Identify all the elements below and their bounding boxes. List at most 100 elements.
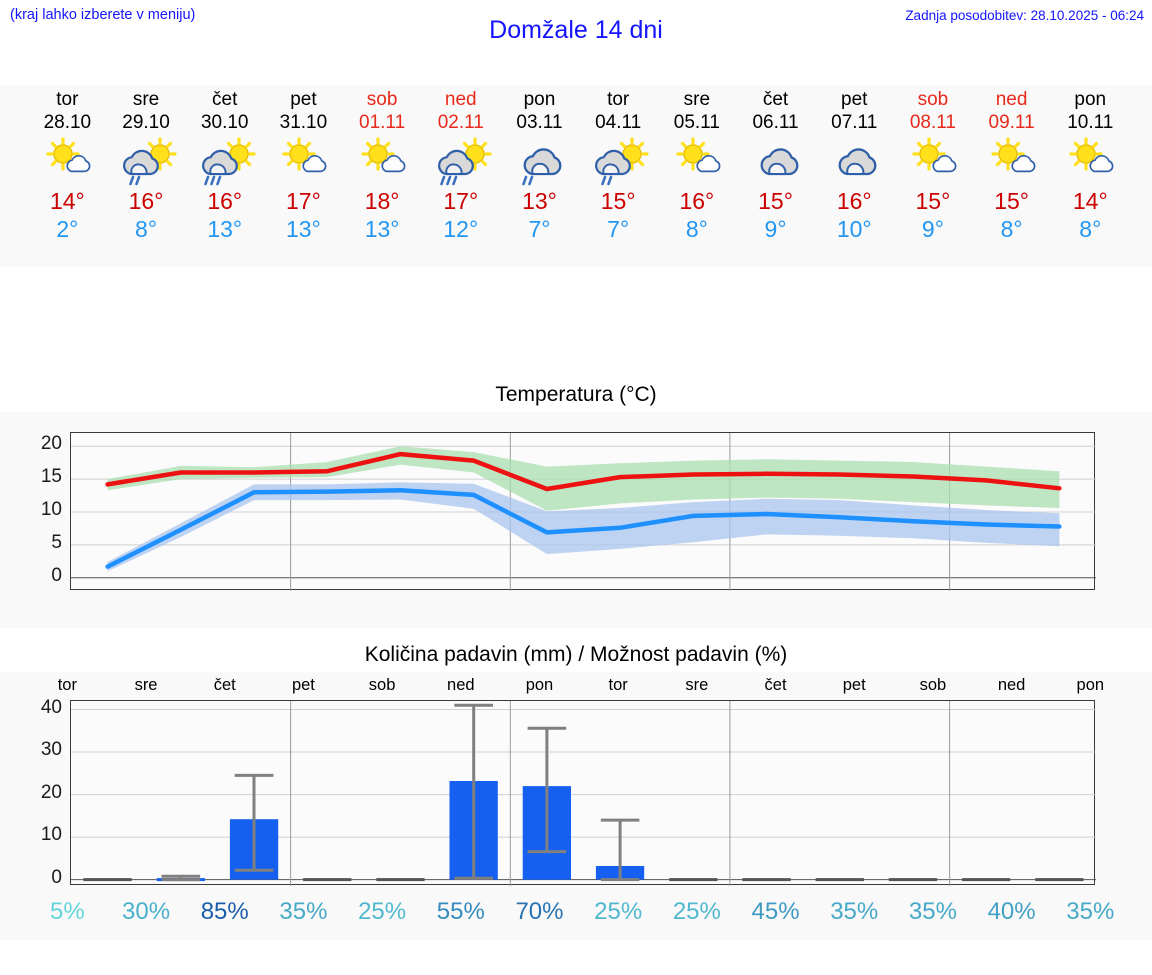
- day-column[interactable]: čet 06.11 15° 9°: [736, 85, 815, 267]
- day-name: ned: [444, 89, 477, 110]
- precipitation-probability: 45%: [751, 898, 800, 925]
- day-min-temp: 8°: [685, 216, 708, 242]
- day-min-temp: 13°: [286, 216, 321, 242]
- day-column[interactable]: tor 28.10 14° 2°: [28, 85, 107, 267]
- forecast-day-strip: tor 28.10 14° 2° sre 29.10 16° 8° čet 30.10 16°…: [0, 85, 1152, 267]
- precipitation-y-tick: 0: [51, 866, 62, 888]
- day-max-temp: 16°: [128, 188, 164, 214]
- day-column[interactable]: pet 07.11 16° 10°: [815, 85, 894, 267]
- day-name: sre: [132, 89, 160, 110]
- precipitation-x-tick: pet: [291, 676, 315, 694]
- precipitation-x-tick: sob: [919, 676, 947, 694]
- day-min-temp: 7°: [528, 216, 551, 242]
- day-date: 03.11: [516, 112, 563, 133]
- menu-hint: (kraj lahko izberete v meniju): [10, 7, 196, 23]
- day-max-temp: 16°: [836, 188, 872, 214]
- temperature-y-tick: 10: [40, 499, 62, 520]
- day-column[interactable]: čet 30.10 16° 13°: [185, 85, 264, 267]
- day-max-temp: 18°: [364, 188, 400, 214]
- sun-cloud-icon: [272, 137, 334, 185]
- sun-cloud-rain-heavy-icon: [430, 137, 492, 186]
- day-column[interactable]: pon 10.11 14° 8°: [1051, 85, 1130, 267]
- sun-cloud-icon: [351, 137, 413, 185]
- precipitation-probability: 25%: [672, 898, 721, 925]
- precipitation-probability: 35%: [1066, 898, 1115, 925]
- day-column[interactable]: tor 04.11 15° 7°: [579, 85, 658, 267]
- day-min-temp: 12°: [443, 216, 479, 242]
- cloud-rain-icon: [508, 137, 570, 186]
- day-date: 07.11: [831, 112, 878, 133]
- precipitation-probability-row: 5% 30% 85% 35% 25% 55% 70% 25% 25% 45% 35% 35% 40% 35…: [0, 898, 1152, 926]
- day-min-temp: 7°: [607, 216, 630, 242]
- day-min-temp: 9°: [921, 216, 944, 242]
- precipitation-x-tick: tor: [57, 676, 77, 694]
- day-column[interactable]: ned 09.11 15° 8°: [972, 85, 1051, 267]
- day-min-temp: 2°: [56, 216, 79, 242]
- day-max-temp: 17°: [443, 188, 479, 214]
- day-column[interactable]: pon 03.11 13° 7°: [500, 85, 579, 267]
- temperature-y-tick: 15: [40, 466, 62, 488]
- day-date: 29.10: [122, 112, 170, 133]
- sun-cloud-icon: [981, 137, 1043, 185]
- day-name: sob: [917, 89, 949, 110]
- precipitation-x-tick: pon: [525, 676, 554, 694]
- day-date: 28.10: [43, 112, 92, 133]
- precipitation-probability: 35%: [830, 898, 879, 925]
- cloud-icon: [823, 137, 885, 185]
- day-max-temp: 13°: [522, 188, 557, 214]
- precipitation-probability: 55%: [436, 898, 485, 925]
- temperature-y-tick: 0: [51, 564, 62, 586]
- day-min-temp: 13°: [207, 216, 243, 242]
- day-max-temp: 17°: [286, 188, 321, 214]
- precipitation-x-tick: čet: [764, 676, 787, 694]
- day-max-temp: 15°: [994, 188, 1029, 214]
- day-min-temp: 9°: [764, 216, 787, 242]
- cloud-icon: [745, 137, 807, 185]
- sun-cloud-rain-icon: [115, 137, 177, 186]
- day-max-temp: 15°: [600, 188, 636, 214]
- precipitation-probability: 25%: [358, 898, 407, 925]
- day-name: sre: [683, 89, 711, 110]
- day-column[interactable]: sob 01.11 18° 13°: [343, 85, 422, 267]
- day-column[interactable]: sob 08.11 15° 9°: [894, 85, 973, 267]
- day-name: pet: [841, 89, 868, 110]
- day-min-temp: 13°: [364, 216, 400, 242]
- day-max-temp: 16°: [207, 188, 243, 214]
- day-date: 05.11: [673, 112, 720, 133]
- precipitation-x-tick: ned: [997, 676, 1026, 694]
- precipitation-x-tick: sob: [368, 676, 396, 694]
- day-name: čet: [762, 89, 789, 110]
- day-column[interactable]: pet 31.10 17° 13°: [264, 85, 343, 267]
- forecast-day-row: tor 28.10 14° 2° sre 29.10 16° 8° čet 30.10 16°…: [0, 85, 1152, 267]
- temperature-y-tick: 5: [51, 531, 62, 553]
- day-date: 01.11: [359, 112, 406, 133]
- precipitation-y-tick: 10: [40, 824, 62, 846]
- day-max-temp: 16°: [679, 188, 715, 214]
- day-date: 31.10: [279, 112, 328, 133]
- day-name: tor: [56, 89, 79, 110]
- precipitation-chart-title: Količina padavin (mm) / Možnost padavin …: [0, 640, 1152, 672]
- sun-cloud-icon: [902, 137, 964, 185]
- day-max-temp: 15°: [915, 188, 951, 214]
- day-column[interactable]: sre 29.10 16° 8°: [107, 85, 186, 267]
- precipitation-y-tick: 20: [40, 781, 62, 803]
- precipitation-probability: 35%: [279, 898, 328, 925]
- sun-cloud-icon: [1059, 137, 1121, 185]
- temperature-y-tick: 20: [40, 433, 62, 455]
- day-name: sob: [366, 89, 398, 110]
- precipitation-x-tick: pet: [842, 676, 866, 694]
- day-min-temp: 8°: [1000, 216, 1023, 242]
- precipitation-x-tick: ned: [447, 676, 475, 694]
- precipitation-y-tick: 40: [40, 696, 62, 718]
- precipitation-x-tick: čet: [213, 676, 236, 694]
- day-date: 09.11: [988, 112, 1035, 133]
- sun-cloud-icon: [36, 137, 98, 185]
- page-title: Domžale 14 dni: [489, 16, 663, 44]
- day-column[interactable]: sre 05.11 16° 8°: [658, 85, 737, 267]
- day-column[interactable]: ned 02.11 17° 12°: [421, 85, 500, 267]
- precipitation-x-tick: sre: [685, 676, 709, 694]
- day-name: pet: [290, 89, 317, 110]
- day-max-temp: 14°: [1072, 188, 1108, 214]
- day-min-temp: 10°: [836, 216, 872, 242]
- precipitation-probability: 85%: [200, 898, 249, 925]
